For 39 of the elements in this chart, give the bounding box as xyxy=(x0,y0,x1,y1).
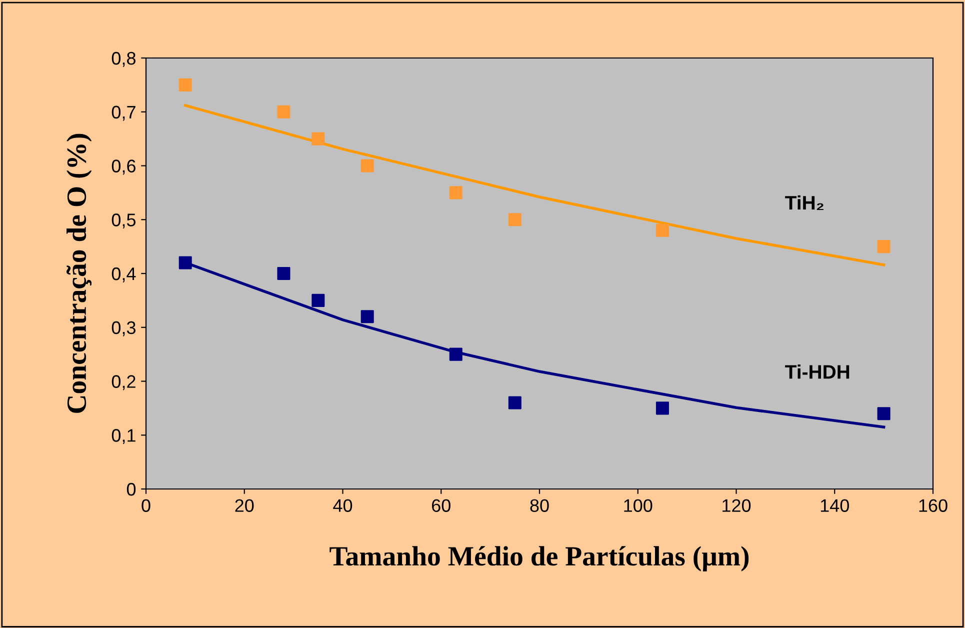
point xyxy=(449,348,462,361)
y-tick-label: 0,7 xyxy=(112,106,136,121)
series-label: Ti-HDH xyxy=(785,364,850,379)
point xyxy=(312,132,325,146)
line-series xyxy=(184,104,886,266)
point xyxy=(656,224,669,237)
x-tick-label: 60 xyxy=(432,499,450,512)
point xyxy=(360,159,374,172)
y-tick-label: 0,4 xyxy=(112,267,136,282)
point xyxy=(277,266,290,280)
y-tick-label: 0,2 xyxy=(112,375,136,390)
y-axis-title: Concentração de O (%) xyxy=(66,134,92,413)
series-label: TiH₂ xyxy=(785,195,824,210)
x-tick-label: 160 xyxy=(919,499,948,512)
x-tick-label: 140 xyxy=(820,499,849,512)
x-tick-label: 20 xyxy=(235,499,254,512)
y-tick-label: 0,3 xyxy=(112,321,136,336)
y-tick-label: 0 xyxy=(126,482,136,496)
point xyxy=(178,78,192,92)
point xyxy=(277,105,290,118)
y-tick-label: 0,6 xyxy=(112,160,136,175)
x-axis-title: Tamanho Médio de Partículas (μm) xyxy=(330,546,749,572)
point xyxy=(449,186,462,200)
x-tick-label: 80 xyxy=(530,499,549,512)
point xyxy=(877,407,890,420)
point xyxy=(877,240,890,254)
point xyxy=(508,396,522,410)
point xyxy=(508,213,522,226)
y-tick-label: 0,8 xyxy=(112,52,136,67)
x-tick-label: 100 xyxy=(624,499,652,512)
x-tick-label: 40 xyxy=(333,499,352,512)
point xyxy=(656,402,669,415)
x-tick-label: 120 xyxy=(722,499,751,512)
x-tick-label: 0 xyxy=(142,499,150,512)
point xyxy=(178,256,192,270)
point xyxy=(312,294,325,307)
point xyxy=(360,310,374,324)
y-tick-label: 0,5 xyxy=(112,214,136,228)
y-tick-label: 0,1 xyxy=(112,429,136,444)
